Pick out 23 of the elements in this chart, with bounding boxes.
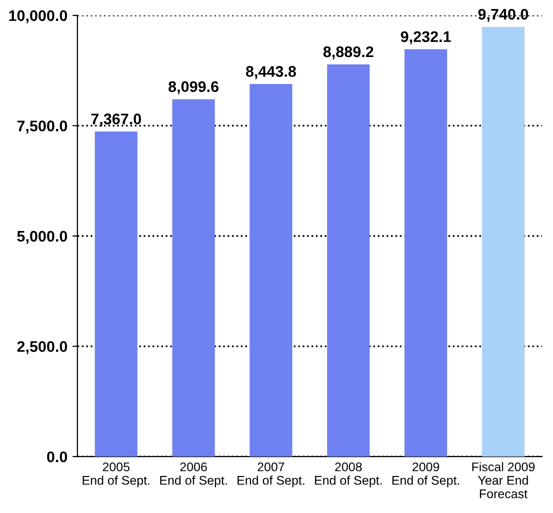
x-tick-label: 2005 End of Sept. <box>82 462 150 488</box>
x-tick-label: 2008 End of Sept. <box>315 462 382 488</box>
bar <box>94 132 138 457</box>
bar <box>482 26 525 457</box>
data-label: 8,889.2 <box>323 46 374 60</box>
y-tick-label: 5,000.0 <box>17 230 68 244</box>
bar <box>172 99 215 457</box>
x-tick-label: 2009 End of Sept. <box>392 462 460 488</box>
bar <box>250 84 292 457</box>
y-tick-label: 7,500.0 <box>17 120 68 134</box>
x-tick-label: 2007 End of Sept. <box>238 462 304 488</box>
y-tick-label: 0.0 <box>47 451 68 462</box>
data-label: 8,443.8 <box>246 66 296 80</box>
bar <box>327 64 370 457</box>
y-tick-label: 10,000.0 <box>9 10 68 24</box>
data-label: 7,367.0 <box>91 114 141 127</box>
x-tick-label: Fiscal 2009 Year End Forecast <box>472 462 535 498</box>
x-tick-label: 2006 End of Sept. <box>160 462 227 488</box>
data-label: 9,232.1 <box>400 31 451 44</box>
data-label: 9,740.0 <box>478 8 528 22</box>
bar <box>404 49 448 457</box>
y-tick-label: 2,500.0 <box>17 341 68 354</box>
data-label: 8,099.6 <box>168 81 218 94</box>
